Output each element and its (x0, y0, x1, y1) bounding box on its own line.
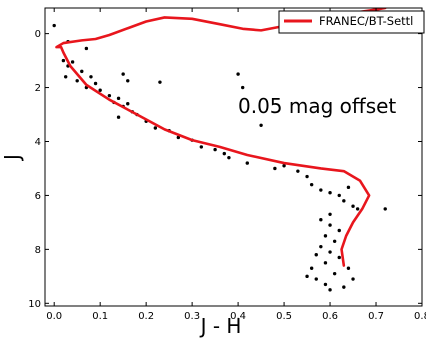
data-point-55 (332, 239, 337, 243)
data-point-3 (61, 58, 66, 63)
scatter-layer (52, 23, 387, 292)
data-point-23 (116, 115, 121, 119)
x-axis-label: J - H (199, 314, 242, 338)
data-point-37 (273, 166, 277, 171)
data-point-29 (199, 145, 204, 149)
data-point-17 (126, 102, 130, 106)
data-point-9 (89, 75, 93, 79)
data-point-8 (75, 79, 79, 83)
data-point-59 (323, 261, 328, 265)
data-point-12 (98, 88, 102, 92)
x-tick-label: 0.3 (184, 311, 200, 322)
isochrone-line (55, 8, 387, 267)
data-point-15 (116, 96, 121, 101)
legend-label: FRANEC/BT-Settl (319, 14, 413, 28)
data-point-49 (383, 207, 387, 211)
data-point-0 (52, 23, 56, 28)
data-point-40 (305, 174, 309, 179)
data-point-2 (84, 46, 89, 51)
data-point-63 (323, 282, 328, 287)
data-point-58 (337, 255, 341, 260)
data-point-11 (93, 81, 98, 86)
y-tick-label: 2 (35, 83, 41, 94)
data-point-20 (121, 72, 125, 76)
isochrone-layer (55, 8, 387, 267)
data-point-38 (282, 164, 286, 168)
data-point-33 (227, 155, 231, 160)
data-point-48 (355, 207, 360, 211)
legend: FRANEC/BT-Settl (278, 10, 425, 34)
y-tick-label: 4 (35, 137, 41, 148)
data-point-35 (259, 123, 263, 128)
x-tick-label: 0.8 (414, 311, 426, 322)
annotation-offset: 0.05 mag offset (238, 94, 396, 118)
data-point-54 (323, 234, 328, 238)
data-point-50 (328, 212, 332, 217)
legend-box (278, 10, 425, 34)
plot-background (45, 8, 422, 306)
data-point-52 (328, 223, 332, 227)
x-tick-label: 0.6 (322, 311, 338, 322)
data-point-67 (314, 253, 318, 257)
data-point-46 (346, 185, 351, 190)
data-point-68 (346, 266, 351, 270)
data-point-57 (328, 250, 332, 254)
data-point-65 (342, 285, 346, 289)
data-point-69 (351, 277, 355, 281)
plot-frame (44, 7, 423, 307)
data-point-66 (305, 274, 309, 279)
data-point-7 (63, 75, 68, 79)
data-point-51 (319, 218, 323, 222)
y-tick-label: 8 (35, 245, 41, 256)
x-tick-label: 0.5 (276, 311, 292, 322)
data-point-30 (213, 147, 217, 152)
data-point-31 (222, 151, 226, 156)
data-point-34 (245, 161, 249, 165)
data-point-41 (309, 182, 314, 187)
y-tick-label: 10 (28, 299, 41, 310)
x-tick-label: 0.1 (92, 311, 108, 322)
y-tick-label: 0 (35, 29, 41, 40)
data-point-21 (126, 79, 130, 83)
data-point-42 (319, 188, 323, 192)
data-point-22 (158, 80, 162, 84)
x-tick-label: 0.0 (46, 311, 62, 322)
data-point-25 (153, 126, 158, 130)
data-point-45 (342, 199, 346, 203)
data-point-32 (236, 72, 240, 76)
data-point-44 (337, 193, 341, 198)
data-point-5 (70, 60, 75, 64)
data-point-62 (314, 277, 318, 281)
data-point-27 (176, 135, 181, 140)
data-point-36 (241, 85, 245, 90)
data-point-6 (80, 69, 84, 74)
y-tick-label: 6 (35, 191, 41, 202)
data-point-13 (107, 93, 112, 98)
data-point-61 (332, 271, 337, 276)
data-point-47 (351, 204, 355, 208)
x-tick-label: 0.4 (230, 311, 246, 322)
data-point-53 (337, 228, 341, 233)
y-axis-ticks: 0 2 4 6 8 10 (28, 29, 422, 310)
y-axis-label: J (0, 154, 24, 162)
data-point-39 (296, 169, 300, 173)
x-tick-label: 0.2 (138, 311, 154, 322)
data-point-56 (319, 244, 323, 249)
data-point-43 (328, 191, 332, 195)
data-point-64 (328, 288, 332, 292)
data-point-60 (309, 266, 314, 270)
x-tick-label: 0.7 (368, 311, 384, 322)
